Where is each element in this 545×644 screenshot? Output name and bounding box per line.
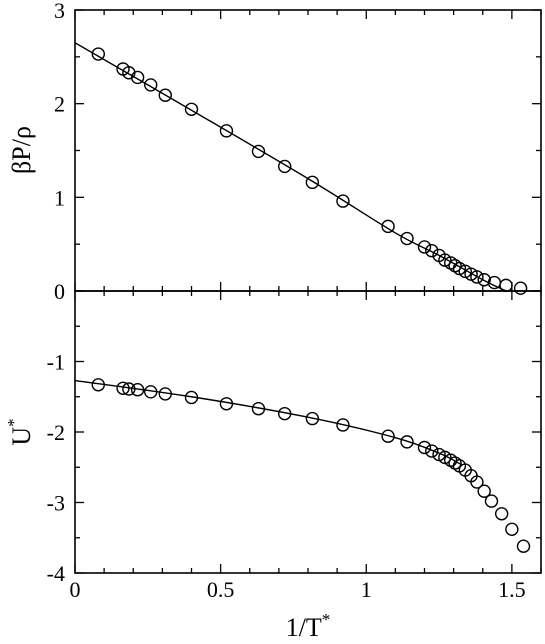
bottom-data-point bbox=[494, 507, 509, 521]
energy-panel: -4 -3 -2 -1 0 0.5 1 1.5 bbox=[47, 290, 542, 602]
bottom-data-point bbox=[470, 475, 484, 489]
top-data-point bbox=[499, 278, 513, 293]
top-data-point bbox=[477, 273, 491, 287]
bottom-data-point bbox=[400, 435, 414, 449]
bottom-x-tick-label: 0.5 bbox=[207, 577, 235, 602]
bottom-data-point bbox=[122, 382, 136, 396]
bottom-data-point bbox=[505, 522, 519, 536]
bottom-data-point bbox=[116, 381, 130, 395]
top-data-point bbox=[470, 270, 484, 284]
bottom-data-point bbox=[305, 411, 320, 426]
bottom-data-point bbox=[144, 385, 158, 399]
top-data-point bbox=[91, 47, 106, 61]
bottom-y-tick-label: -3 bbox=[47, 491, 65, 516]
top-data-point bbox=[130, 70, 145, 85]
top-y-tick-label: 0 bbox=[54, 279, 65, 304]
bottom-y-tick-label: -2 bbox=[47, 420, 65, 445]
bottom-data-point bbox=[425, 444, 439, 458]
x-axis-label: 1/T* bbox=[286, 610, 331, 642]
top-data-point bbox=[381, 219, 395, 234]
top-data-point bbox=[513, 281, 528, 295]
top-y-tick-label: 2 bbox=[54, 92, 65, 117]
bottom-y-tick-label: -4 bbox=[47, 561, 65, 586]
top-data-point bbox=[184, 102, 199, 116]
top-y-tick-label: 1 bbox=[54, 185, 65, 210]
bottom-data-point bbox=[477, 484, 491, 498]
bottom-x-tick-label: 1.5 bbox=[498, 577, 526, 602]
top-plot-frame bbox=[74, 9, 542, 292]
top-data-point bbox=[278, 159, 292, 174]
bottom-y-tick-label: -1 bbox=[47, 350, 65, 375]
bottom-data-point bbox=[484, 494, 499, 508]
bottom-x-tick-label: 1 bbox=[361, 577, 372, 602]
bottom-data-point bbox=[219, 397, 234, 411]
top-data-point bbox=[336, 194, 350, 208]
bottom-data-point bbox=[184, 390, 199, 405]
pressure-panel: 0 1 2 3 bbox=[54, 0, 542, 304]
bottom-data-point bbox=[251, 402, 266, 416]
bottom-data-point bbox=[278, 406, 292, 421]
top-data-point bbox=[417, 240, 432, 254]
top-data-point bbox=[219, 124, 234, 138]
bottom-plot-frame bbox=[74, 290, 542, 574]
top-y-tick-label: 3 bbox=[54, 0, 65, 23]
bottom-data-point bbox=[516, 539, 531, 553]
top-data-point bbox=[305, 175, 320, 190]
bottom-x-tick-label: 0 bbox=[70, 577, 81, 602]
bottom-data-point bbox=[417, 440, 432, 455]
top-y-axis-label: βP/ρ bbox=[7, 126, 36, 174]
bottom-data-point bbox=[381, 429, 395, 443]
top-data-point bbox=[158, 88, 172, 102]
top-data-point bbox=[400, 231, 414, 246]
bottom-data-point bbox=[158, 387, 172, 401]
bottom-data-point bbox=[336, 418, 350, 432]
top-data-point bbox=[251, 144, 266, 159]
top-data-point bbox=[144, 78, 158, 92]
bottom-fit-curve bbox=[74, 379, 463, 466]
bottom-data-point bbox=[130, 383, 145, 397]
top-data-point bbox=[425, 244, 439, 258]
bottom-data-point bbox=[91, 378, 106, 392]
bottom-y-axis-label: U* bbox=[4, 418, 36, 445]
